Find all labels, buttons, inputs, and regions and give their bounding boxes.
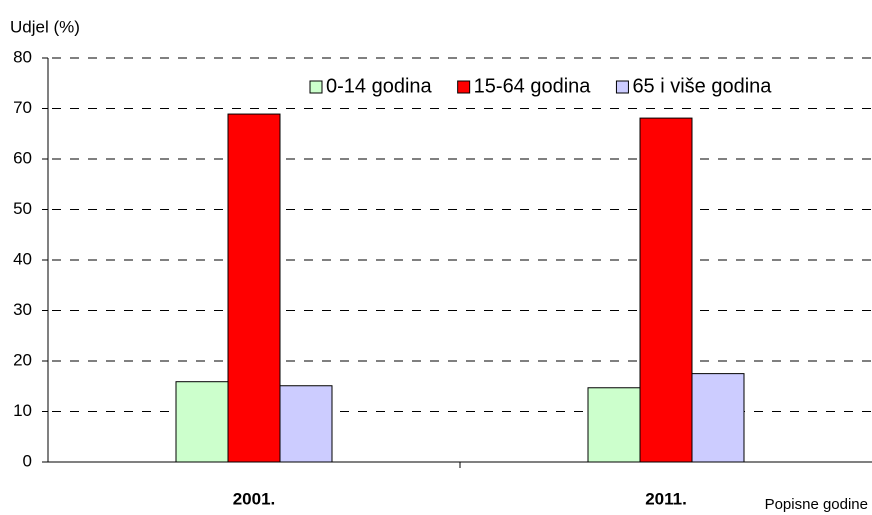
bar [227, 113, 281, 463]
bar [279, 385, 333, 463]
legend-swatch [457, 80, 471, 94]
x-tick-label: 2011. [645, 489, 687, 508]
y-tick-label: 30 [13, 300, 32, 319]
legend-label: 15-64 godina [474, 75, 592, 97]
y-tick-label: 80 [13, 47, 32, 66]
bar [587, 387, 641, 463]
legend-label: 65 i više godina [632, 75, 772, 97]
y-tick-label: 70 [13, 98, 32, 117]
legend-label: 0-14 godina [326, 75, 433, 97]
y-tick-label: 50 [13, 199, 32, 218]
bar [639, 117, 693, 463]
legend-swatch [309, 80, 323, 94]
y-tick-label: 10 [13, 401, 32, 420]
y-tick-label: 40 [13, 249, 32, 268]
y-axis-label: Udjel (%) [10, 17, 80, 36]
y-tick-label: 20 [13, 350, 32, 369]
bar [175, 381, 229, 463]
legend-swatch [615, 80, 629, 94]
x-axis-label: Popisne godine [765, 496, 868, 513]
x-tick-label: 2001. [233, 489, 276, 508]
bar [691, 373, 745, 463]
y-tick-label: 0 [23, 451, 32, 470]
y-tick-label: 60 [13, 148, 32, 167]
